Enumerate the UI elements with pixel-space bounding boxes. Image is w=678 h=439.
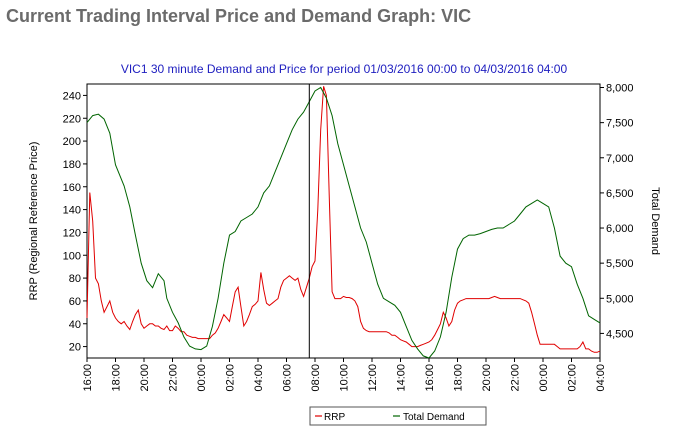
- x-tick-label-11: 14:00: [396, 364, 408, 392]
- left-axis: 20 40 60 80 100 120 140 160 180 200 220 240: [63, 90, 87, 354]
- x-tick-label-15: 22:00: [510, 364, 522, 392]
- y-tick-label-80: 80: [69, 273, 81, 285]
- y2-tick-label-7000: 7,000: [606, 153, 634, 165]
- x-tick-label-7: 06:00: [282, 364, 294, 392]
- y2-tick-label-4500: 4,500: [606, 328, 634, 340]
- x-tick-label-13: 18:00: [453, 364, 465, 392]
- x-tick-label-10: 12:00: [367, 364, 379, 392]
- y-tick-label-140: 140: [63, 205, 81, 217]
- y2-axis-label: Total Demand: [649, 187, 661, 255]
- legend-label-total-demand: Total Demand: [403, 412, 465, 423]
- x-tick-label-17: 02:00: [567, 364, 579, 392]
- y2-tick-label-5000: 5,000: [606, 293, 634, 305]
- x-tick-label-16: 00:00: [538, 364, 550, 392]
- right-axis: 4,500 5,000 5,500 6,000 6,500 7,000 7,500 8,000: [600, 83, 634, 340]
- y-tick-label-60: 60: [69, 296, 81, 308]
- series-line-total-demand: [86, 86, 601, 359]
- x-tick-label-6: 04:00: [253, 364, 265, 392]
- x-tick-label-9: 10:00: [339, 364, 351, 392]
- y-tick-label-100: 100: [63, 250, 81, 262]
- page-title: Current Trading Interval Price and Deman…: [6, 6, 472, 26]
- plot-area: [86, 83, 601, 359]
- legend: RRP Total Demand: [309, 406, 487, 426]
- x-tick-label-1: 18:00: [111, 364, 123, 392]
- legend-label-rrp: RRP: [324, 412, 345, 423]
- series-line-rrp: [86, 86, 601, 353]
- x-tick-label-2: 20:00: [139, 364, 151, 392]
- x-axis: 16:00 18:00 20:00 22:00 00:00 02:00 04:00 06:00…: [82, 358, 607, 392]
- y-tick-label-40: 40: [69, 319, 81, 331]
- y2-tick-label-7500: 7,500: [606, 118, 634, 130]
- y2-tick-label-6500: 6,500: [606, 188, 634, 200]
- plot-series: [86, 84, 601, 359]
- x-tick-label-8: 08:00: [310, 364, 322, 392]
- y-tick-label-20: 20: [69, 342, 81, 354]
- y2-tick-label-8000: 8,000: [606, 83, 634, 95]
- x-tick-label-5: 02:00: [225, 364, 237, 392]
- y-axis-label: RRP (Regional Reference Price): [28, 142, 40, 301]
- y-tick-label-120: 120: [63, 227, 81, 239]
- y-tick-label-200: 200: [63, 136, 81, 148]
- x-tick-label-14: 20:00: [481, 364, 493, 392]
- x-tick-label-4: 00:00: [196, 364, 208, 392]
- x-tick-label-12: 16:00: [424, 364, 436, 392]
- y2-tick-label-5500: 5,500: [606, 258, 634, 270]
- x-tick-label-3: 22:00: [168, 364, 180, 392]
- y2-tick-label-6000: 6,000: [606, 223, 634, 235]
- y-tick-label-160: 160: [63, 182, 81, 194]
- x-tick-label-0: 16:00: [82, 364, 94, 392]
- chart-title: VIC1 30 minute Demand and Price for peri…: [121, 62, 568, 76]
- y-tick-label-220: 220: [63, 113, 81, 125]
- x-tick-label-18: 04:00: [595, 364, 607, 392]
- y-tick-label-180: 180: [63, 159, 81, 171]
- y-tick-label-240: 240: [63, 90, 81, 102]
